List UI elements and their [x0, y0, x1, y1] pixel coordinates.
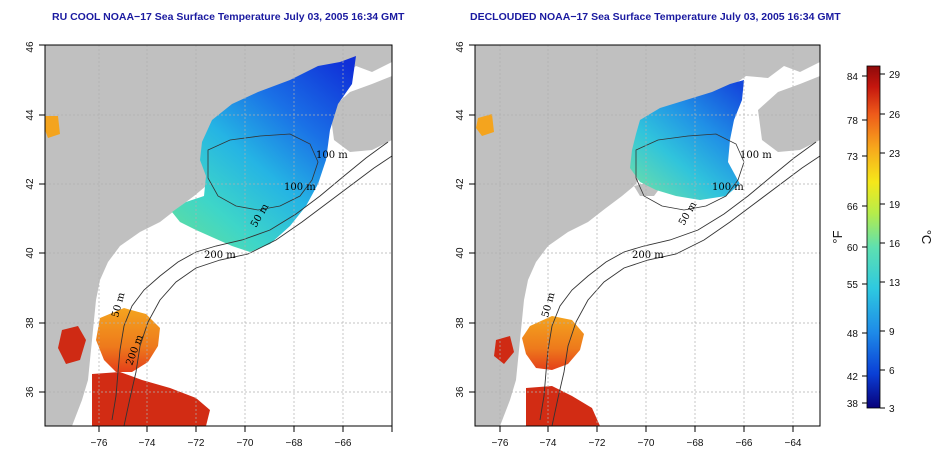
sst-gulf-of-maine [630, 80, 744, 200]
right-map-panel: 100 m 100 m 50 m 200 m 50 m −76 −74 −72 … [455, 41, 821, 449]
fahrenheit-tick-label: 60 [847, 243, 859, 254]
right-map-frame [474, 44, 821, 427]
contour-label-left-1: 100 m [316, 150, 348, 161]
colorbar: 84 78 73 66 60 55 48 42 38 29 26 23 19 1… [830, 65, 934, 415]
sst-warm-spots-2 [476, 114, 494, 136]
fahrenheit-tick-label: 66 [847, 202, 859, 213]
contour-label-right-2: 100 m [712, 182, 744, 193]
lon-tick-label: −76 [492, 438, 509, 449]
contour-gulf-of-maine [207, 133, 319, 211]
celsius-tick-label: 9 [889, 327, 895, 338]
fahrenheit-tick-label: 84 [847, 72, 859, 83]
celsius-tick-label: 29 [889, 70, 901, 81]
lat-tick-label: 38 [455, 317, 466, 329]
right-grid [475, 45, 820, 426]
fahrenheit-tick-label: 42 [847, 372, 859, 383]
sst-warm-spots-2 [45, 116, 60, 138]
colorbar-gradient [866, 65, 881, 409]
sst-warm-spots-1 [494, 336, 514, 364]
lon-tick-label: −68 [687, 438, 704, 449]
celsius-tick-labels: 29 26 23 19 16 13 9 6 3 [889, 70, 901, 415]
colorbar-ticks [862, 73, 885, 409]
fahrenheit-tick-labels: 84 78 73 66 60 55 48 42 38 [847, 72, 859, 410]
right-lat-tick-labels: 36 38 40 42 44 46 [455, 41, 466, 398]
lon-tick-label: −68 [286, 438, 303, 449]
left-lat-tick-labels: 36 38 40 42 44 46 [25, 41, 36, 398]
celsius-unit-label: °C [919, 230, 934, 245]
lat-tick-label: 36 [455, 386, 466, 398]
lon-tick-label: −72 [589, 438, 606, 449]
contour-shelf-200m [551, 155, 820, 426]
lon-tick-label: −64 [785, 438, 802, 449]
right-lon-tick-labels: −76 −74 −72 −70 −68 −66 −64 [492, 438, 802, 449]
left-map-panel: 100 m 100 m 50 m 200 m 50 m 200 m −76 −7… [25, 41, 393, 449]
fahrenheit-tick-label: 38 [847, 399, 859, 410]
land-new-england [475, 45, 820, 426]
sst-warm-coastal [522, 316, 584, 370]
fahrenheit-tick-label: 48 [847, 329, 859, 340]
lon-tick-label: −66 [736, 438, 753, 449]
left-ticks [39, 44, 393, 432]
land-new-england [45, 45, 392, 426]
lat-tick-label: 44 [25, 109, 36, 121]
lon-tick-label: −70 [638, 438, 655, 449]
lat-tick-label: 40 [25, 247, 36, 259]
sst-warm-spots-1 [58, 326, 86, 364]
lon-tick-label: −74 [139, 438, 156, 449]
contour-label-right-4: 200 m [632, 250, 664, 261]
celsius-tick-label: 13 [889, 278, 901, 289]
fahrenheit-tick-label: 73 [847, 152, 859, 163]
lon-tick-label: −70 [237, 438, 254, 449]
left-lon-tick-labels: −76 −74 −72 −70 −68 −66 [91, 438, 352, 449]
sst-warm-coastal [96, 308, 160, 372]
lon-tick-label: −66 [335, 438, 352, 449]
lat-tick-label: 42 [25, 178, 36, 190]
celsius-tick-label: 6 [889, 366, 895, 377]
land-nova-scotia [330, 76, 392, 152]
celsius-tick-label: 19 [889, 200, 901, 211]
celsius-tick-label: 16 [889, 239, 901, 250]
lat-tick-label: 36 [25, 386, 36, 398]
contour-gulf-of-maine [635, 133, 745, 211]
lat-tick-label: 44 [455, 109, 466, 121]
contour-label-right-1: 100 m [740, 150, 772, 161]
sst-gulf-of-maine [172, 56, 356, 252]
land-nova-scotia [758, 76, 820, 152]
lat-tick-label: 38 [25, 317, 36, 329]
contour-shelf-50m [111, 141, 389, 421]
contour-label-left-4: 200 m [204, 250, 236, 261]
lat-tick-label: 42 [455, 178, 466, 190]
sst-warm-offshore [92, 372, 210, 426]
right-map-title: DECLOUDED NOAA−17 Sea Surface Temperatur… [470, 11, 841, 23]
lat-tick-label: 46 [455, 41, 466, 53]
fahrenheit-unit-label: °F [830, 230, 845, 243]
sst-warm-offshore [526, 386, 600, 426]
celsius-tick-label: 3 [889, 404, 895, 415]
fahrenheit-tick-label: 78 [847, 116, 859, 127]
lat-tick-label: 40 [455, 247, 466, 259]
lon-tick-label: −74 [540, 438, 557, 449]
lon-tick-label: −72 [188, 438, 205, 449]
right-ticks [469, 44, 794, 432]
lon-tick-label: −76 [91, 438, 108, 449]
celsius-tick-label: 23 [889, 149, 901, 160]
contour-label-left-2: 100 m [284, 182, 316, 193]
left-map-title: RU COOL NOAA−17 Sea Surface Temperature … [52, 11, 405, 23]
celsius-tick-label: 26 [889, 110, 901, 121]
lat-tick-label: 46 [25, 41, 36, 53]
contour-shelf-200m [123, 155, 392, 426]
fahrenheit-tick-label: 55 [847, 280, 859, 291]
left-grid [45, 45, 392, 426]
left-map-frame [44, 44, 393, 427]
